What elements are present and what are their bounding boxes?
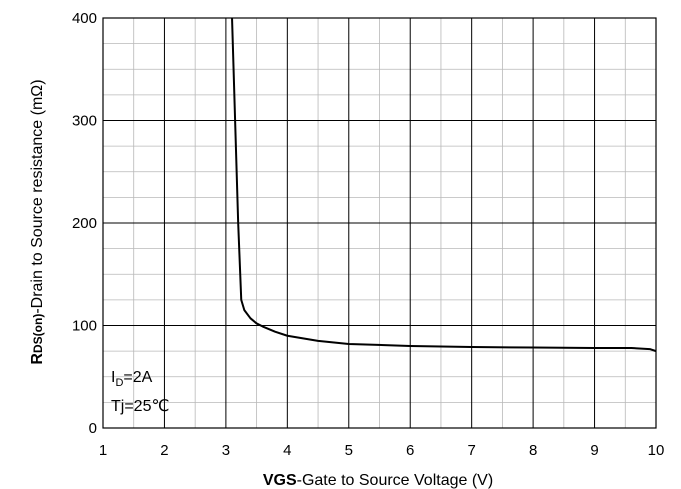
x-tick-label: 6 [406, 442, 414, 459]
x-tick-labels: 1 2 3 4 5 6 7 8 9 10 [99, 442, 665, 459]
x-tick-label: 1 [99, 442, 107, 459]
minor-grid [103, 18, 656, 428]
major-grid [103, 18, 656, 428]
x-tick-label: 7 [467, 442, 475, 459]
y-tick-label: 400 [72, 10, 97, 27]
x-tick-label: 3 [222, 442, 230, 459]
x-axis-label: VGS-Gate to Source Voltage (V) [263, 472, 493, 489]
series-layer [231, 17, 657, 353]
x-tick-label: 9 [590, 442, 598, 459]
y-axis-label: RDS(on)-Drain to Source resistance (mΩ) [29, 79, 46, 364]
x-tick-label: 2 [160, 442, 168, 459]
y-tick-label: 200 [72, 215, 97, 232]
x-tick-label: 8 [529, 442, 537, 459]
x-tick-label: 4 [283, 442, 291, 459]
annotation-drain-current: ID=2A [111, 369, 153, 389]
y-tick-label: 0 [89, 420, 97, 437]
y-tick-label: 100 [72, 318, 97, 335]
plot-frame [102, 17, 657, 429]
x-tick-label: 10 [648, 442, 665, 459]
y-tick-label: 300 [72, 113, 97, 130]
annotation-junction-temperature: Tj=25℃ [111, 398, 169, 415]
x-tick-label: 5 [345, 442, 353, 459]
y-tick-labels: 0 100 200 300 400 [72, 10, 97, 437]
series-line-0 [231, 17, 657, 353]
